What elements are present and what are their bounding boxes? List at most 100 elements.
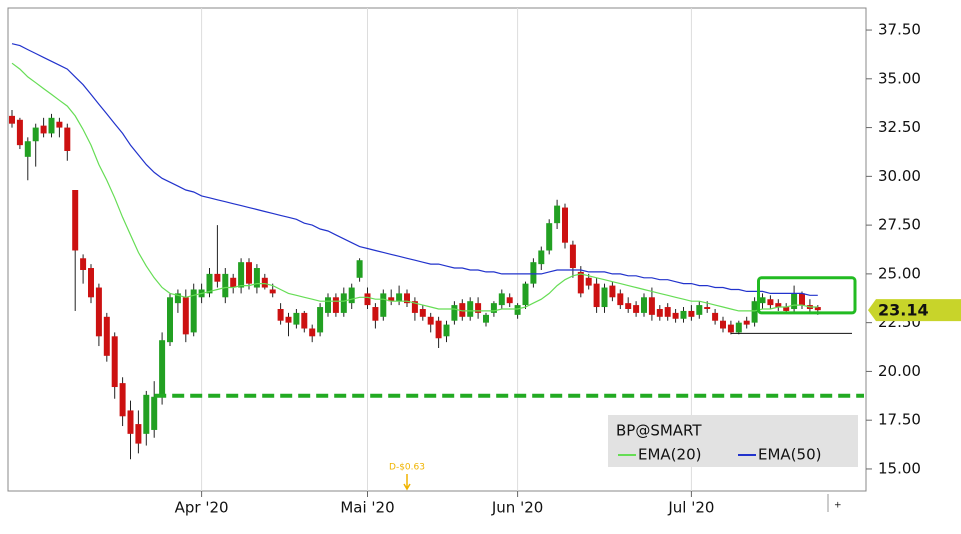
y-tick-label: 15.00 (878, 459, 921, 477)
legend-box (608, 415, 858, 467)
candle-body (340, 293, 347, 313)
candle-body (119, 383, 126, 417)
candle-body (751, 301, 758, 323)
candle-body (791, 293, 798, 309)
candle-body (356, 260, 363, 278)
candle-body (735, 322, 742, 333)
candle-body (206, 273, 213, 294)
legend: BP@SMART EMA(20) EMA(50) (608, 415, 858, 467)
y-tick-label: 32.50 (878, 118, 921, 136)
candle-body (332, 297, 339, 313)
candle-body (704, 307, 711, 309)
candle-body (767, 299, 774, 306)
candle-body (9, 115, 15, 124)
highlight-box (757, 276, 857, 315)
candle-body (80, 258, 87, 270)
y-tick-label: 30.00 (878, 167, 921, 185)
candle-body (285, 316, 292, 323)
candle-body (364, 293, 371, 306)
candle-body (309, 328, 316, 337)
candle-body (143, 394, 150, 434)
candle-body (720, 320, 726, 329)
candle-body (411, 301, 418, 313)
ema-line (11, 43, 818, 296)
candle-body (498, 293, 505, 306)
candle-body (799, 293, 805, 306)
candle-body (475, 303, 482, 313)
expand-icon[interactable]: + (834, 501, 842, 511)
candle-body (467, 301, 474, 317)
x-tick-label: Apr '20 (175, 499, 229, 517)
candle-body (641, 297, 647, 313)
y-tick-label: 20.00 (878, 362, 921, 380)
candle-body (459, 303, 466, 317)
candle-body (261, 277, 268, 288)
candle-body (562, 207, 568, 243)
x-tick-label: Jul '20 (667, 499, 714, 517)
candle-body (538, 250, 545, 265)
candle-body (167, 297, 173, 343)
candle-body (88, 268, 94, 298)
candle-body (633, 305, 640, 313)
candle-body (127, 410, 134, 434)
candle-body (617, 293, 624, 306)
candle-body (56, 121, 63, 128)
x-tick-label: Mai '20 (340, 499, 394, 517)
candle-body (522, 283, 529, 306)
candle-body (230, 277, 237, 288)
legend-entry: EMA(50) (758, 446, 821, 464)
candle-body (24, 141, 31, 157)
candle-body (696, 305, 703, 315)
candle-body (680, 310, 687, 319)
price-tag (868, 299, 961, 322)
candle-body (95, 287, 102, 337)
candle-body (648, 297, 655, 315)
candle-body (514, 305, 521, 315)
candle-body (32, 127, 39, 142)
candle-body (743, 320, 750, 325)
candle-body (293, 312, 300, 325)
candle-body (325, 297, 331, 313)
candle-body (380, 293, 387, 317)
candle-body (348, 287, 355, 304)
candle-body (585, 277, 592, 286)
candle-body (625, 303, 632, 309)
candle-body (419, 308, 426, 317)
candle-body (404, 293, 410, 304)
candle-body (190, 289, 197, 333)
candle-body (506, 297, 513, 304)
ema-line (11, 62, 818, 312)
candle-body (783, 307, 790, 311)
candle-body (435, 320, 442, 339)
candle-body (182, 297, 189, 335)
candle-body (688, 310, 695, 317)
dividend-label: D-$0.63 (389, 463, 425, 473)
candle-body (40, 125, 47, 134)
legend-title: BP@SMART (616, 422, 702, 440)
candle-body (388, 297, 395, 302)
candle-body (214, 273, 221, 282)
y-tick-label: 35.00 (878, 69, 921, 87)
candle-body (103, 316, 110, 356)
candle-body (814, 307, 821, 311)
candle-body (111, 336, 118, 388)
candle-body (451, 305, 458, 321)
candle-body (546, 223, 553, 251)
candle-body (775, 303, 782, 308)
candle-body (593, 283, 600, 308)
candle-body (372, 307, 379, 321)
candle-body (609, 285, 616, 298)
candle-body (238, 262, 245, 288)
candle-body (48, 117, 55, 134)
candle-body (269, 289, 276, 294)
candle-body (253, 268, 260, 288)
dividend-arrow (403, 474, 411, 491)
candle-body (759, 297, 766, 304)
candle-body (396, 293, 403, 302)
candle-body (246, 262, 252, 284)
candle-body (277, 308, 284, 321)
candle-body (727, 324, 734, 333)
candle-body (16, 119, 23, 146)
